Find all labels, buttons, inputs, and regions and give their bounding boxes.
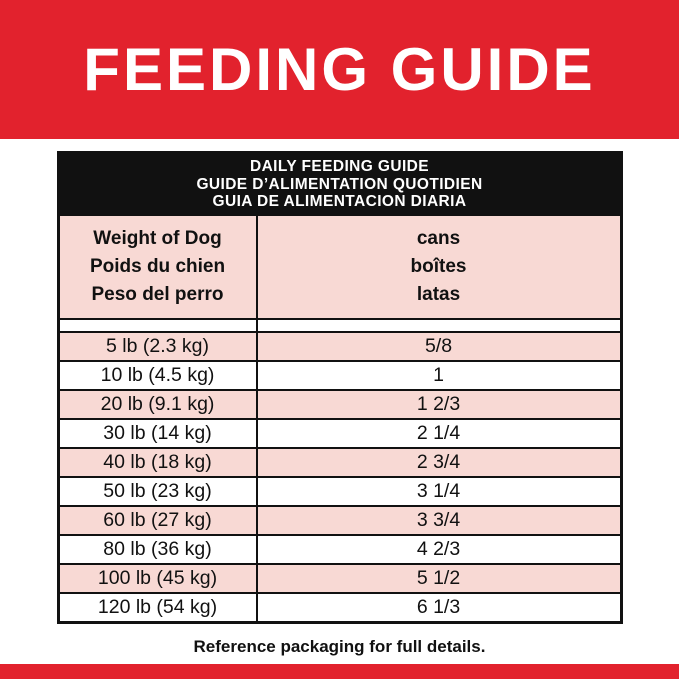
cans-cell: 6 1/3 (416, 595, 461, 618)
table-row: 20 lb (9.1 kg) 1 2/3 (59, 388, 620, 418)
weight-header-en: Weight of Dog (93, 227, 222, 249)
table-row: 100 lb (45 kg) 5 1/2 (59, 562, 620, 592)
weight-header-es: Peso del perro (91, 283, 224, 305)
bottom-red-bar (0, 664, 679, 679)
table-row: 120 lb (54 kg) 6 1/3 (59, 591, 620, 621)
weight-cell: 40 lb (18 kg) (60, 448, 258, 476)
cans-header-es: latas (416, 283, 461, 305)
cans-cell: 2 1/4 (416, 421, 461, 444)
cans-cell: 3 3/4 (416, 508, 461, 531)
weight-cell: 10 lb (4.5 kg) (60, 361, 258, 389)
weight-header-fr: Poids du chien (89, 255, 226, 277)
spacer-cell-left (60, 319, 258, 331)
spacer-cell-right (258, 320, 620, 331)
table-row: 10 lb (4.5 kg) 1 (59, 359, 620, 389)
footer-note: Reference packaging for full details. (193, 636, 486, 656)
table-title-es: GUIA DE ALIMENTACION DIARIA (212, 193, 467, 210)
weight-column-header: Weight of Dog Poids du chien Peso del pe… (60, 215, 258, 318)
table-row: 50 lb (23 kg) 3 1/4 (59, 475, 620, 505)
cans-cell: 1 (433, 363, 444, 386)
table-row: 5 lb (2.3 kg) 5/8 (59, 330, 620, 360)
weight-cell: 30 lb (14 kg) (60, 419, 258, 447)
column-header-row: Weight of Dog Poids du chien Peso del pe… (59, 215, 620, 318)
table-row: 60 lb (27 kg) 3 3/4 (59, 504, 620, 534)
weight-cell: 120 lb (54 kg) (60, 593, 258, 621)
table-title-en: DAILY FEEDING GUIDE (250, 158, 429, 175)
weight-cell: 100 lb (45 kg) (60, 564, 258, 592)
table-row: 80 lb (36 kg) 4 2/3 (59, 533, 620, 563)
cans-cell: 4 2/3 (416, 537, 461, 560)
cans-cell: 3 1/4 (416, 479, 461, 502)
weight-cell: 80 lb (36 kg) (60, 535, 258, 563)
cans-cell: 2 3/4 (416, 450, 461, 473)
table-title-band: DAILY FEEDING GUIDE GUIDE D’ALIMENTATION… (59, 154, 620, 216)
cans-cell: 1 2/3 (416, 392, 461, 415)
spacer-row (59, 317, 620, 331)
banner: FEEDING GUIDE (0, 0, 679, 139)
feeding-table: DAILY FEEDING GUIDE GUIDE D’ALIMENTATION… (56, 151, 623, 624)
table-title-fr: GUIDE D’ALIMENTATION QUOTIDIEN (196, 175, 483, 193)
cans-cell: 5 1/2 (416, 566, 461, 589)
page-title: FEEDING GUIDE (83, 36, 596, 103)
weight-cell: 60 lb (27 kg) (60, 506, 258, 534)
weight-cell: 50 lb (23 kg) (60, 477, 258, 505)
weight-cell: 20 lb (9.1 kg) (60, 390, 258, 418)
weight-cell: 5 lb (2.3 kg) (60, 332, 258, 360)
cans-header-fr: boîtes (410, 255, 467, 277)
table-row: 30 lb (14 kg) 2 1/4 (59, 417, 620, 447)
cans-column-header: cans boîtes latas (258, 216, 620, 318)
table-row: 40 lb (18 kg) 2 3/4 (59, 446, 620, 476)
cans-cell: 5/8 (424, 334, 453, 357)
cans-header-en: cans (416, 227, 461, 249)
